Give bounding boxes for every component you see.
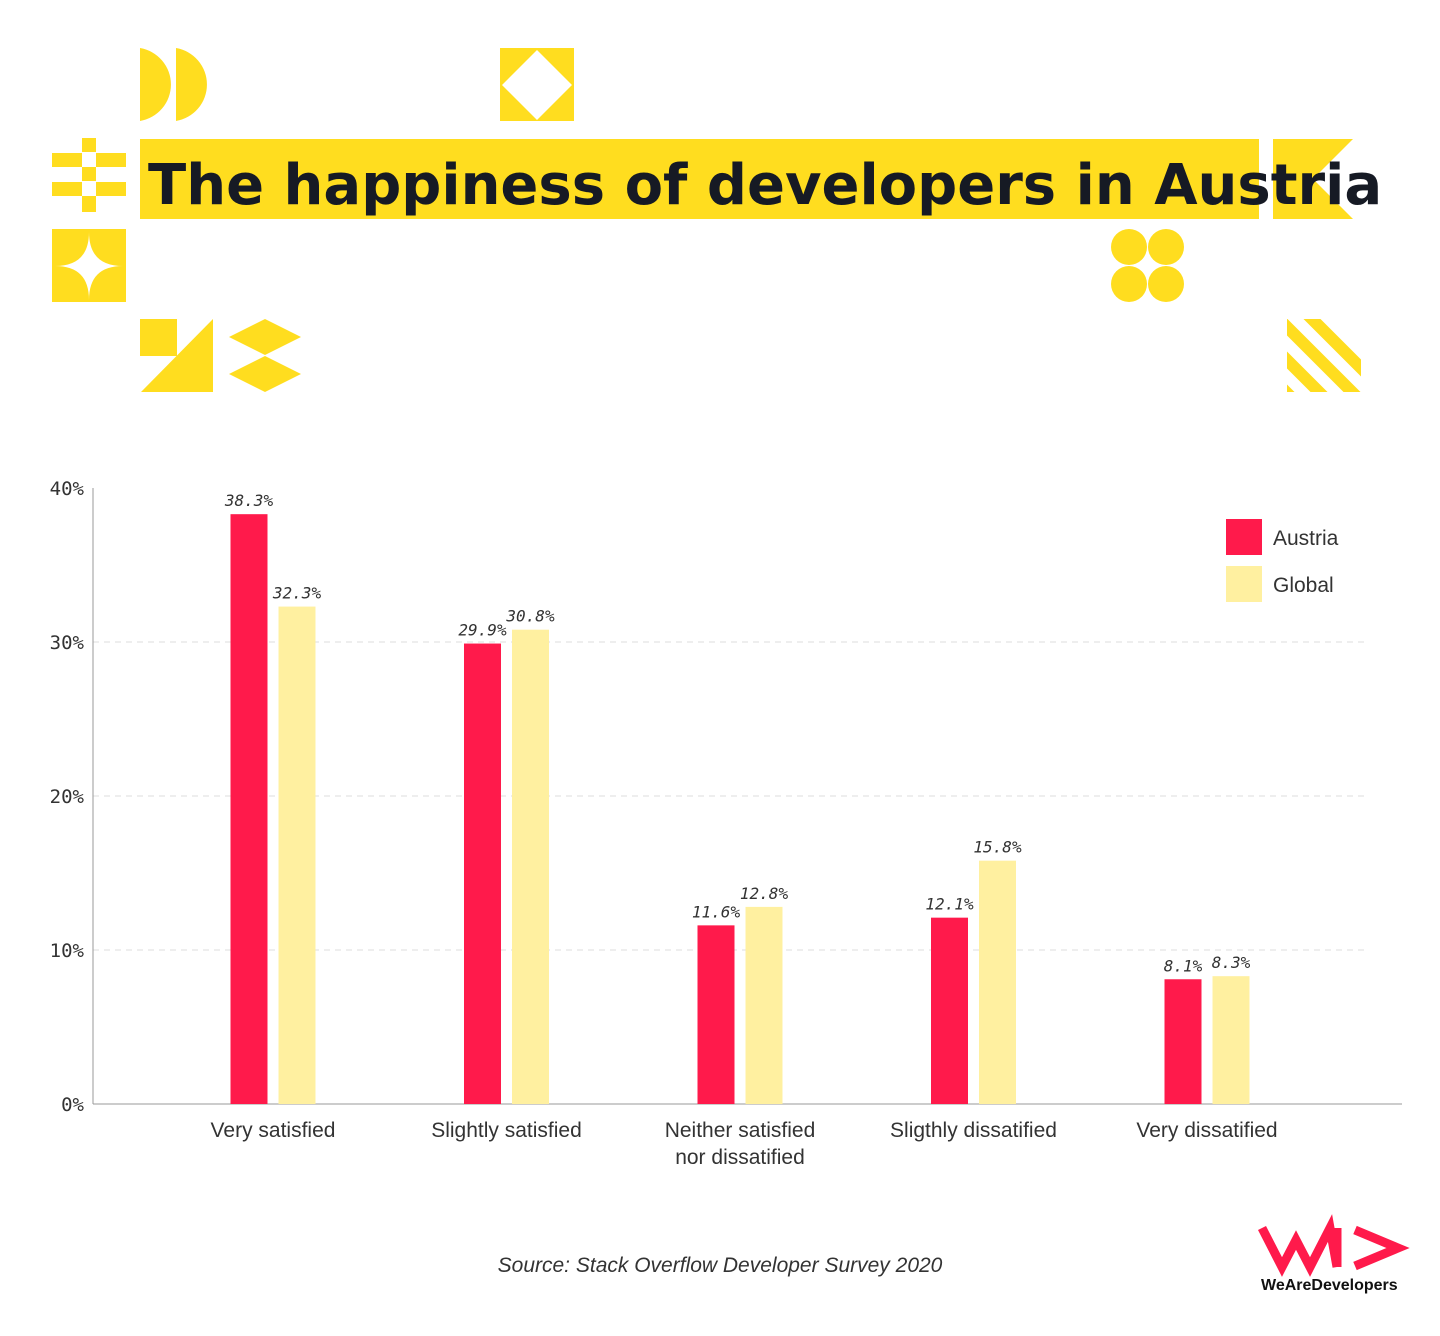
data-label: 8.1% bbox=[1164, 956, 1203, 975]
legend-label-austria: Austria bbox=[1273, 527, 1339, 550]
data-label: 12.1% bbox=[925, 895, 974, 914]
bar-austria bbox=[931, 917, 968, 1104]
data-label: 30.8% bbox=[505, 607, 555, 626]
data-label: 38.3% bbox=[224, 491, 274, 510]
bar-global bbox=[278, 606, 316, 1104]
category-label: nor dissatified bbox=[675, 1146, 805, 1169]
four-circles-shape bbox=[1111, 229, 1184, 302]
square-shape bbox=[140, 319, 177, 356]
half-circles-shape bbox=[140, 48, 207, 121]
data-label: 8.3% bbox=[1212, 953, 1251, 972]
triangle-shape bbox=[141, 319, 213, 392]
category-label: Neither satisfied bbox=[665, 1119, 816, 1142]
category-label: Slightly satisfied bbox=[431, 1119, 582, 1142]
data-label: 29.9% bbox=[458, 621, 507, 640]
star-cutout-shape bbox=[52, 229, 126, 302]
checker-shape bbox=[52, 138, 126, 212]
bar-austria bbox=[1164, 979, 1202, 1104]
category-label: Very satisfied bbox=[211, 1119, 336, 1142]
bar-austria bbox=[230, 514, 268, 1104]
category-label: Very dissatified bbox=[1136, 1119, 1277, 1142]
data-label: 11.6% bbox=[692, 902, 741, 921]
y-tick-label: 30% bbox=[50, 632, 85, 654]
bar-global bbox=[1212, 976, 1250, 1104]
legend-label-global: Global bbox=[1273, 574, 1334, 597]
bar-global bbox=[979, 860, 1016, 1104]
y-tick-labels: 0% 10% 20% 30% 40% bbox=[50, 478, 85, 1116]
stripes-shape bbox=[1287, 319, 1361, 392]
legend-swatch-global bbox=[1226, 566, 1262, 602]
bars: 38.3% 32.3% 29.9%30.8% 11.6%12.8% 12.1% 15.8%… bbox=[224, 491, 1251, 1104]
data-label: 12.8% bbox=[740, 884, 789, 903]
y-tick-label: 10% bbox=[50, 940, 85, 962]
bar-austria bbox=[464, 643, 501, 1104]
y-tick-label: 0% bbox=[61, 1094, 84, 1116]
bar-global bbox=[512, 629, 549, 1104]
legend-swatch-austria bbox=[1226, 519, 1262, 555]
legend: Austria Global bbox=[1226, 519, 1339, 602]
y-tick-label: 20% bbox=[50, 786, 85, 808]
y-tick-label: 40% bbox=[50, 478, 85, 500]
category-label: Sligthly dissatified bbox=[890, 1119, 1057, 1142]
data-label: 32.3% bbox=[272, 584, 322, 603]
x-tick-labels: Very satisfied Slightly satisfied Neither … bbox=[211, 1119, 1278, 1169]
bar-global bbox=[745, 906, 783, 1104]
rhombus-shapes bbox=[229, 319, 301, 392]
bar-austria bbox=[697, 925, 735, 1104]
decorations bbox=[52, 48, 1361, 392]
diamond-cutout-shape bbox=[500, 48, 574, 121]
data-label: 15.8% bbox=[973, 838, 1022, 857]
flag-shape bbox=[1273, 139, 1353, 219]
svg-text:WeAreDevelopers: WeAreDevelopers bbox=[1261, 1277, 1398, 1294]
title-banner bbox=[140, 139, 1259, 219]
chart-title: The happiness of developers in Austria bbox=[148, 153, 1382, 218]
source-note: Source: Stack Overflow Developer Survey … bbox=[498, 1254, 943, 1277]
wearedevelopers-logo: WeAreDevelopers bbox=[1257, 1214, 1410, 1294]
